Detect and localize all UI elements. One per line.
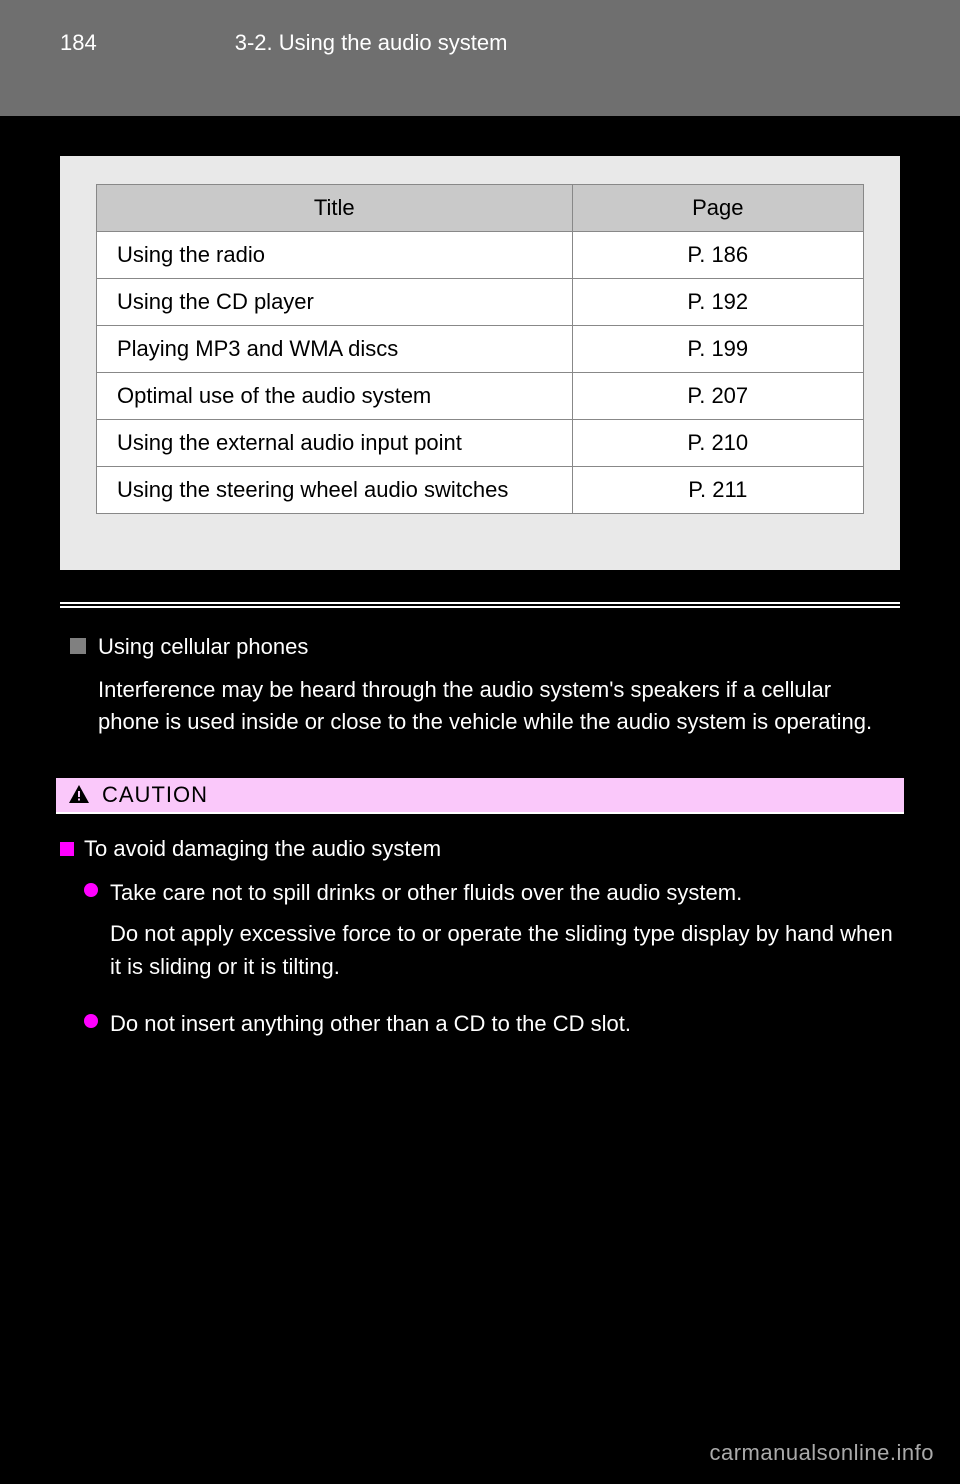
row-page: P. 207: [572, 373, 863, 420]
table-row: Using the radio P. 186: [97, 232, 864, 279]
row-title: Using the radio: [97, 232, 573, 279]
row-title: Optimal use of the audio system: [97, 373, 573, 420]
row-title: Using the CD player: [97, 279, 573, 326]
note-body: Interference may be heard through the au…: [70, 674, 890, 738]
note-heading: Using cellular phones: [70, 634, 890, 660]
magenta-square-icon: [60, 842, 74, 856]
row-title: Using the steering wheel audio switches: [97, 467, 573, 514]
column-header-title: Title: [97, 185, 573, 232]
row-page: P. 186: [572, 232, 863, 279]
note-title: Using cellular phones: [98, 634, 308, 660]
row-page: P. 199: [572, 326, 863, 373]
round-bullet-icon: [84, 883, 98, 897]
table-row: Using the steering wheel audio switches …: [97, 467, 864, 514]
section-label: 3-2. Using the audio system: [137, 30, 508, 56]
row-page: P. 211: [572, 467, 863, 514]
caution-bullet-text: Do not insert anything other than a CD t…: [110, 1007, 631, 1040]
divider: [60, 602, 900, 608]
navigation-table-box: Title Page Using the radio P. 186 Using …: [60, 156, 900, 570]
row-page: P. 210: [572, 420, 863, 467]
caution-icon: [66, 782, 92, 808]
row-title: Playing MP3 and WMA discs: [97, 326, 573, 373]
note-block: Using cellular phones Interference may b…: [60, 634, 900, 738]
page-content: Title Page Using the radio P. 186 Using …: [0, 116, 960, 1040]
watermark: carmanualsonline.info: [709, 1440, 934, 1466]
caution-extra-text: Do not apply excessive force to or opera…: [60, 917, 900, 983]
column-header-page: Page: [572, 185, 863, 232]
caution-heading-text: To avoid damaging the audio system: [84, 836, 441, 862]
caution-bullet: Take care not to spill drinks or other f…: [60, 876, 900, 909]
round-bullet-icon: [84, 1014, 98, 1028]
page-number: 184: [0, 30, 137, 56]
caution-bar: CAUTION: [56, 778, 904, 814]
table-row: Using the external audio input point P. …: [97, 420, 864, 467]
row-page: P. 192: [572, 279, 863, 326]
caution-bullet: Do not insert anything other than a CD t…: [60, 1007, 900, 1040]
table-row: Playing MP3 and WMA discs P. 199: [97, 326, 864, 373]
table-header-row: Title Page: [97, 185, 864, 232]
caution-heading: To avoid damaging the audio system: [60, 836, 900, 862]
page-header: 184 3-2. Using the audio system: [0, 0, 960, 116]
square-bullet-icon: [70, 638, 86, 654]
row-title: Using the external audio input point: [97, 420, 573, 467]
table-row: Optimal use of the audio system P. 207: [97, 373, 864, 420]
table-row: Using the CD player P. 192: [97, 279, 864, 326]
caution-bullet-text: Take care not to spill drinks or other f…: [110, 876, 742, 909]
navigation-table: Title Page Using the radio P. 186 Using …: [96, 184, 864, 514]
caution-label: CAUTION: [102, 782, 208, 808]
